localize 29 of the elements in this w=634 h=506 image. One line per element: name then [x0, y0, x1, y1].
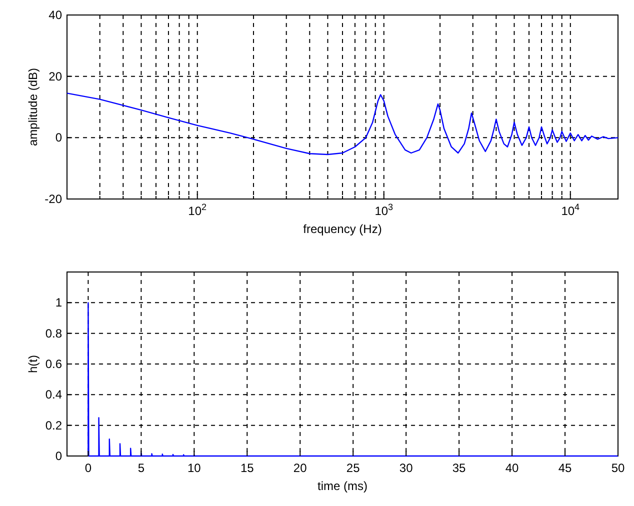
y-tick-label: 0: [55, 130, 62, 145]
x-tick-label: 10$^{3}$: [374, 202, 394, 218]
x-tick-label: 25: [346, 461, 360, 475]
y-tick-label: 1: [55, 296, 62, 310]
x-tick-label: 50: [611, 461, 625, 475]
x-tick-label: 5: [138, 461, 145, 475]
x-tick-label: 20: [293, 461, 308, 475]
y-tick-label: 0.8: [45, 326, 62, 340]
x-tick-label: 10: [187, 461, 202, 475]
x-tick-label: 45: [558, 461, 572, 475]
y-tick-label: -20: [44, 192, 62, 206]
x-axis-title: time (ms): [318, 479, 368, 493]
x-tick-label: 40: [505, 461, 520, 475]
x-tick-label: 10$^{2}$: [188, 202, 207, 218]
y-tick-label: 0.2: [45, 418, 62, 432]
y-tick-label: 0.4: [45, 388, 62, 402]
y-axis-title: amplitude (dB): [26, 68, 40, 146]
x-tick-label: 15: [240, 461, 254, 475]
x-axis-title: frequency (Hz): [303, 222, 382, 236]
y-tick-label: 20: [48, 69, 62, 84]
y-tick-label: 0.6: [45, 357, 62, 371]
y-tick-label: 0: [55, 449, 62, 463]
x-tick-label: 30: [399, 461, 414, 475]
y-tick-label: 40: [48, 8, 62, 22]
x-tick-label: 10$^{4}$: [561, 202, 580, 218]
line-series: [88, 302, 619, 457]
x-tick-label: 35: [452, 461, 466, 475]
y-axis-title: h(t): [26, 354, 40, 373]
x-tick-label: 0: [84, 461, 92, 475]
